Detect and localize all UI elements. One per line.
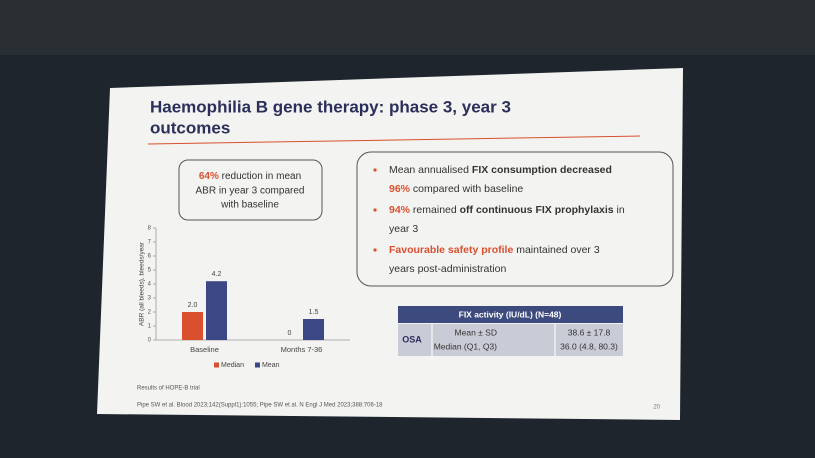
legend-label: Mean bbox=[262, 362, 280, 369]
table-stat: Mean ± SD bbox=[455, 327, 497, 337]
value-label: 1.5 bbox=[309, 309, 319, 316]
bullet-line: 94% remained off continuous FIX prophyla… bbox=[389, 204, 625, 216]
value-label: 4.2 bbox=[212, 271, 222, 278]
bullet-marker bbox=[373, 248, 377, 252]
y-tick-label: 7 bbox=[148, 240, 152, 246]
ceiling bbox=[0, 0, 815, 55]
table-value: 36.0 (4.8, 80.3) bbox=[560, 341, 618, 351]
y-tick-label: 0 bbox=[148, 338, 152, 344]
bar bbox=[303, 319, 324, 340]
table-body-bg bbox=[398, 324, 623, 356]
bullet-marker bbox=[373, 208, 377, 212]
title-divider bbox=[147, 135, 641, 145]
bullet-run: years post-administration bbox=[389, 263, 506, 275]
table-stat: Median (Q1, Q3) bbox=[434, 341, 497, 351]
table-header-bg bbox=[398, 306, 623, 323]
bar-chart: 0 1 2 3 4 5 6 7 8 ABR (all bleeds), bleeds/year Ba… bbox=[139, 226, 350, 369]
slide-title: outcomes bbox=[150, 118, 230, 137]
bullet-line: years post-administration bbox=[389, 263, 506, 275]
y-tick-label: 5 bbox=[148, 268, 152, 274]
legend-swatch bbox=[214, 362, 219, 368]
table-value: 38.6 ± 17.8 bbox=[568, 327, 611, 337]
bullet-run: compared with baseline bbox=[410, 183, 523, 195]
y-tick-label: 6 bbox=[148, 254, 152, 260]
callout-line: ABR in year 3 compared bbox=[196, 186, 305, 197]
callout-box bbox=[178, 159, 323, 221]
legend-swatch bbox=[254, 362, 260, 368]
bullet-line: Favourable safety profile maintained ove… bbox=[389, 244, 600, 256]
y-axis-label: ABR (all bleeds), bleeds/year bbox=[139, 241, 146, 326]
bullet-run: year 3 bbox=[389, 223, 418, 235]
y-tick-label: 8 bbox=[148, 226, 152, 232]
bullet-run: 94% bbox=[389, 204, 411, 216]
bullet-line: year 3 bbox=[389, 223, 418, 235]
callout-highlight: 64% bbox=[199, 171, 219, 182]
callout-text: 64% reduction in mean bbox=[199, 171, 301, 182]
table-row-label: OSA bbox=[402, 334, 422, 344]
bullet-run: in bbox=[614, 204, 625, 216]
footnote: Pipe SW et al. Blood 2023;142(Suppl1):10… bbox=[137, 403, 383, 409]
callout-line: with baseline bbox=[220, 200, 279, 211]
value-label: 0 bbox=[288, 330, 292, 337]
callout-line: reduction in mean bbox=[219, 171, 301, 182]
value-label: 2.0 bbox=[188, 302, 198, 309]
bar bbox=[182, 312, 203, 340]
y-tick-label: 1 bbox=[148, 324, 152, 330]
bar bbox=[206, 281, 227, 340]
bullet-run: off continuous FIX prophylaxis bbox=[460, 204, 614, 216]
bullet-run: remained bbox=[410, 204, 460, 216]
x-tick-label: Baseline bbox=[190, 345, 219, 354]
bullet-run: 96% bbox=[389, 183, 411, 195]
footnote: Results of HOPE-B trial bbox=[137, 386, 200, 392]
slide-content: 64% reduction in mean ABR in year 3 compa… bbox=[137, 164, 661, 411]
y-tick-label: 3 bbox=[148, 296, 152, 302]
legend-label: Median bbox=[221, 362, 244, 369]
y-tick-label: 2 bbox=[148, 310, 152, 316]
bullet-line: 96% compared with baseline bbox=[389, 183, 523, 195]
slide-title: Haemophilia B gene therapy: phase 3, yea… bbox=[150, 97, 511, 116]
bullet-run: maintained over 3 bbox=[513, 244, 600, 256]
bullet-run: FIX consumption decreased bbox=[472, 164, 612, 176]
page-number: 20 bbox=[653, 405, 660, 411]
bullet-run: Mean annualised bbox=[389, 164, 472, 176]
bullet-line: Mean annualised FIX consumption decrease… bbox=[389, 164, 612, 176]
x-tick-label: Months 7-36 bbox=[281, 345, 323, 354]
bullet-box bbox=[356, 151, 674, 287]
bullet-run: Favourable safety profile bbox=[389, 244, 513, 256]
y-tick-label: 4 bbox=[148, 282, 152, 288]
bullet-marker bbox=[373, 168, 377, 172]
table-header: FIX activity (IU/dL) (N=48) bbox=[459, 309, 562, 319]
